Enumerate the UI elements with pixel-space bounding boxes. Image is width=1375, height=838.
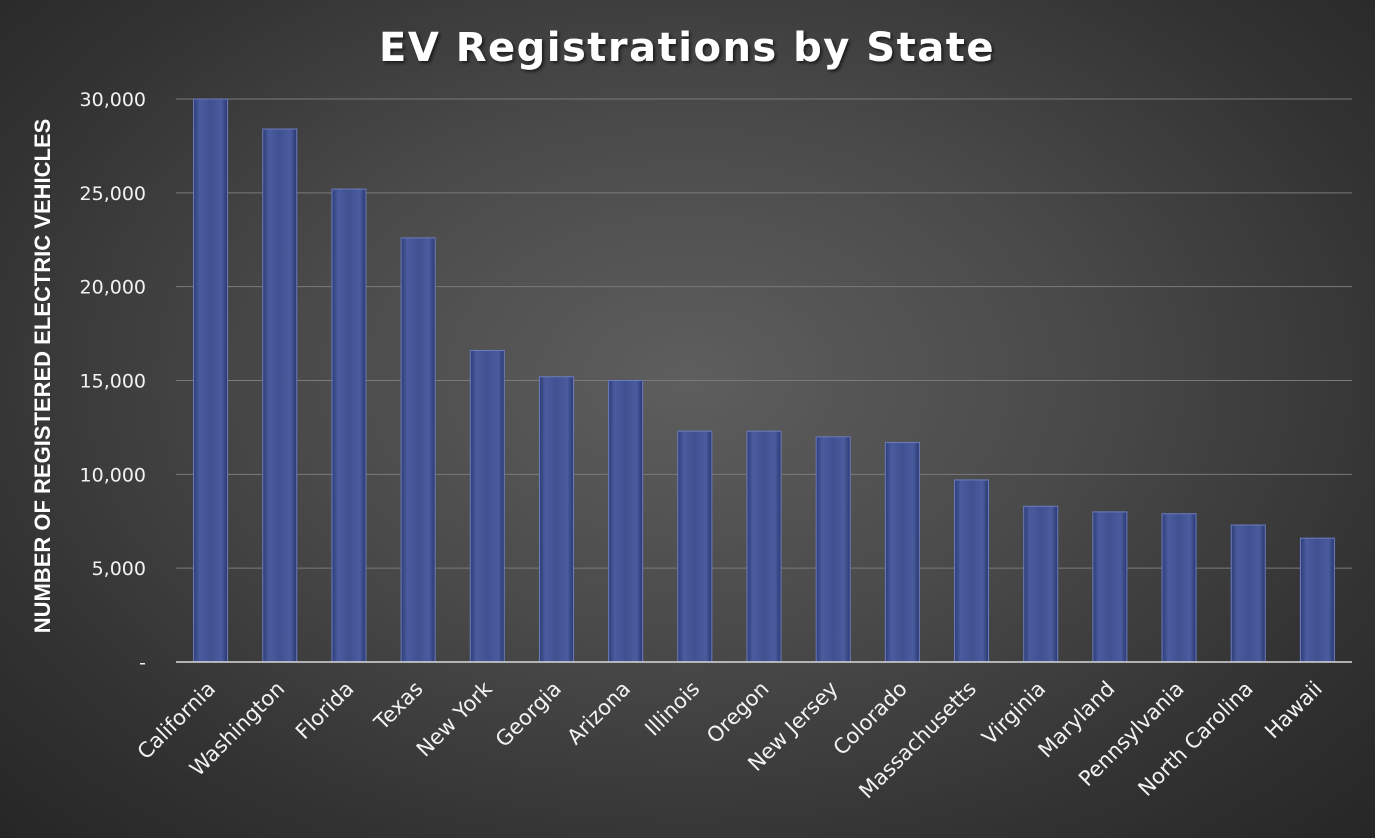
bar-georgia (538, 376, 574, 663)
gridlines (176, 98, 1352, 569)
bar-illinois (677, 430, 713, 663)
bar-washington (262, 128, 298, 663)
x-tick-label: Arizona (562, 677, 635, 750)
y-tick-label: 25,000 (80, 183, 146, 205)
x-tick-label: Georgia (491, 677, 566, 752)
bar-california (193, 98, 229, 663)
x-tick-label: Texas (369, 677, 428, 736)
bar-texas (400, 237, 436, 663)
bar-florida (331, 188, 367, 663)
y-tick-label: 30,000 (80, 89, 146, 111)
x-tick-label: Hawaii (1260, 677, 1327, 744)
bar-maryland (1092, 511, 1128, 663)
bar-colorado (884, 441, 920, 663)
y-tick-label: 15,000 (80, 371, 146, 393)
bar-oregon (746, 430, 782, 663)
chart-title: EV Registrations by State (379, 25, 995, 71)
y-tick-label: 5,000 (92, 558, 146, 580)
y-tick-label: 10,000 (80, 464, 146, 486)
y-axis-title: NUMBER OF REGISTERED ELECTRIC VEHICLES (30, 119, 55, 634)
y-tick-label: 20,000 (80, 277, 146, 299)
x-tick-label: Oregon (702, 677, 773, 748)
x-tick-label: Florida (291, 677, 358, 744)
bar-north-carolina (1230, 524, 1266, 663)
x-tick-label: New York (412, 676, 498, 762)
x-tick-label: Massachusetts (854, 677, 981, 804)
bar-pennsylvania (1161, 513, 1197, 663)
bars (193, 98, 1335, 663)
bar-hawaii (1299, 537, 1335, 663)
bar-virginia (1023, 505, 1059, 663)
bar-new-jersey (815, 436, 851, 663)
bar-massachusetts (954, 479, 990, 663)
y-tick-label: - (139, 652, 146, 674)
x-tick-label: Illinois (640, 677, 704, 741)
bar-new-york (469, 349, 505, 663)
bar-arizona (608, 380, 644, 663)
y-axis-ticks: - 5,000 10,000 15,000 20,000 25,000 30,000 (80, 89, 146, 674)
